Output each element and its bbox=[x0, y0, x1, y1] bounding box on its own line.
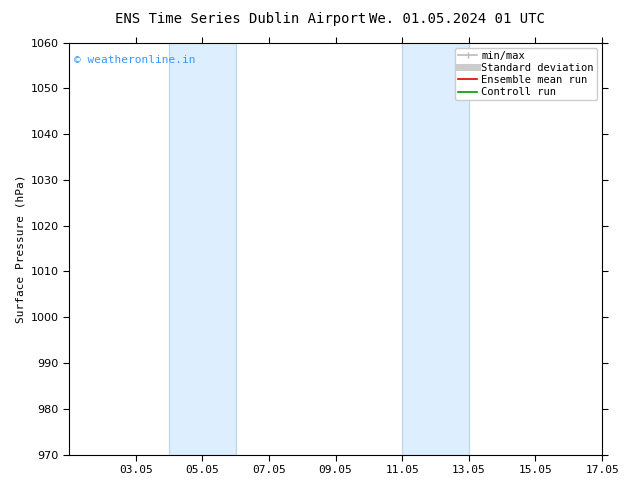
Y-axis label: Surface Pressure (hPa): Surface Pressure (hPa) bbox=[15, 174, 25, 323]
Bar bbox=[402, 43, 469, 455]
Legend: min/max, Standard deviation, Ensemble mean run, Controll run: min/max, Standard deviation, Ensemble me… bbox=[455, 48, 597, 100]
Text: ENS Time Series Dublin Airport: ENS Time Series Dublin Airport bbox=[115, 12, 366, 26]
Text: © weatheronline.in: © weatheronline.in bbox=[74, 55, 196, 65]
Bar bbox=[169, 43, 236, 455]
Text: We. 01.05.2024 01 UTC: We. 01.05.2024 01 UTC bbox=[368, 12, 545, 26]
